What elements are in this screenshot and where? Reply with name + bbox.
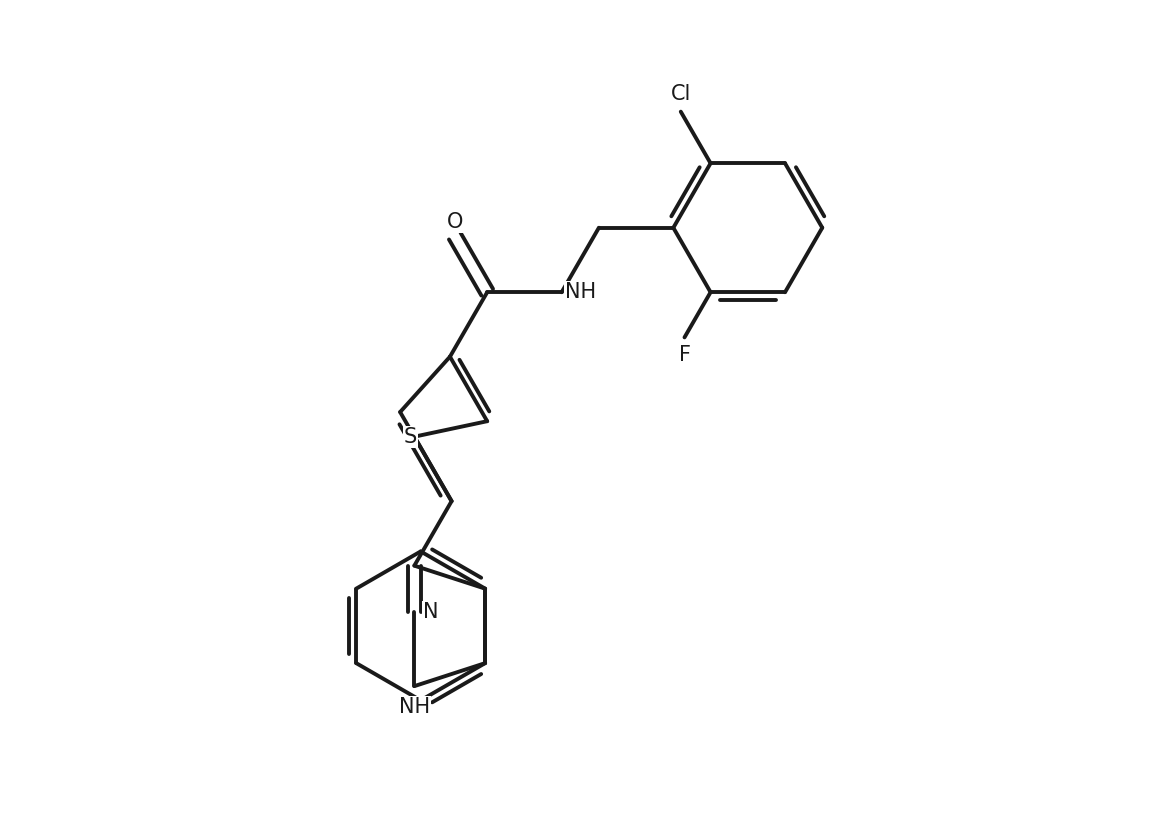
Text: F: F [678,345,691,365]
Text: Cl: Cl [671,84,691,104]
Text: NH: NH [565,282,597,302]
Text: S: S [404,427,418,447]
Text: N: N [423,602,439,622]
Text: O: O [447,212,463,233]
Text: NH: NH [399,698,430,717]
